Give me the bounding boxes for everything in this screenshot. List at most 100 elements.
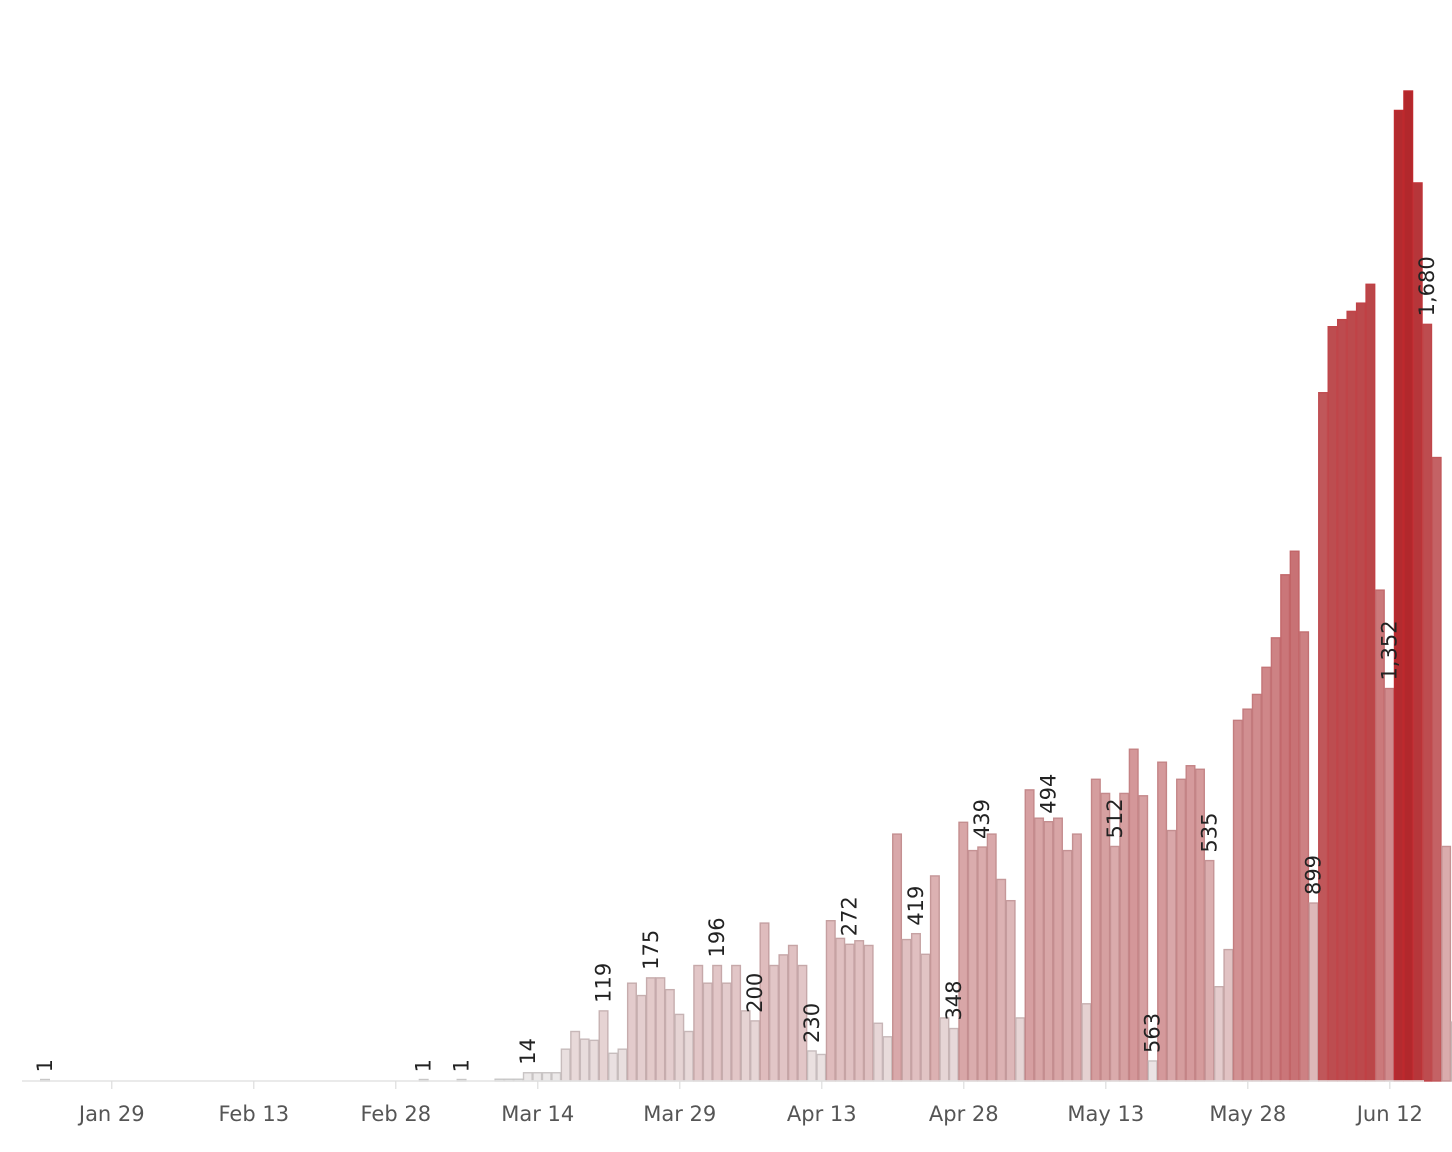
data-label: 14 <box>516 1038 540 1065</box>
data-label: 494 <box>1037 774 1061 814</box>
x-tick-label: Feb 28 <box>360 1102 431 1126</box>
bar <box>1384 687 1395 1082</box>
bar <box>1024 789 1035 1082</box>
x-tick-label: Mar 29 <box>643 1102 716 1126</box>
bar <box>617 1048 628 1082</box>
data-label: 196 <box>705 917 729 957</box>
bar <box>645 977 656 1082</box>
bar <box>532 1072 543 1082</box>
bar <box>1412 182 1423 1082</box>
bar <box>1176 778 1187 1082</box>
bar <box>1223 948 1234 1082</box>
bar <box>986 833 997 1082</box>
bar <box>1043 821 1054 1082</box>
bar <box>1308 902 1319 1082</box>
bar <box>958 821 969 1082</box>
bar <box>1261 666 1272 1082</box>
bar <box>1327 326 1338 1082</box>
bar <box>1270 637 1281 1082</box>
data-label: 439 <box>970 799 994 839</box>
data-label: 419 <box>904 886 928 926</box>
bar <box>1081 1003 1092 1082</box>
data-label: 200 <box>743 973 767 1013</box>
data-label: 563 <box>1141 1013 1165 1053</box>
data-label: 1,680 <box>1415 256 1439 316</box>
bar <box>1166 829 1177 1082</box>
data-label: 230 <box>800 1003 824 1043</box>
bar <box>768 964 779 1082</box>
bar <box>873 1022 884 1082</box>
data-label: 119 <box>592 963 616 1003</box>
x-tick-label: Feb 13 <box>218 1102 289 1126</box>
bar <box>655 977 666 1082</box>
bar <box>1365 283 1376 1082</box>
bar <box>1062 849 1073 1082</box>
bar <box>541 1072 552 1082</box>
data-label: 272 <box>838 896 862 936</box>
bar <box>608 1052 619 1082</box>
data-label: 1,352 <box>1377 620 1401 680</box>
data-label: 535 <box>1197 813 1221 853</box>
bar <box>1185 765 1196 1082</box>
data-label: 348 <box>942 980 966 1020</box>
bar <box>626 982 637 1082</box>
bar <box>750 1020 761 1082</box>
bar <box>892 833 903 1082</box>
bar <box>1289 550 1300 1082</box>
bar <box>929 875 940 1082</box>
bar <box>778 954 789 1082</box>
bar <box>721 982 732 1082</box>
bar <box>1204 859 1215 1082</box>
bar-group <box>40 90 1452 1082</box>
bar <box>977 846 988 1082</box>
x-tick-label: Apr 13 <box>787 1102 857 1126</box>
bar <box>816 1053 827 1082</box>
bar <box>1090 778 1101 1082</box>
bar <box>712 964 723 1082</box>
bar <box>1052 817 1063 1082</box>
bar <box>1015 1017 1026 1082</box>
bar <box>636 994 647 1082</box>
bar <box>579 1038 590 1082</box>
bar <box>1346 310 1357 1082</box>
bar <box>835 937 846 1082</box>
bar <box>1147 1060 1158 1082</box>
bar <box>560 1048 571 1082</box>
data-label: 512 <box>1103 798 1127 838</box>
bar <box>1318 392 1329 1082</box>
bar <box>882 1036 893 1082</box>
bar <box>1034 817 1045 1082</box>
bar <box>1242 708 1253 1082</box>
data-label: 1 <box>412 1059 436 1072</box>
bar <box>589 1039 600 1082</box>
x-tick-label: Jun 12 <box>1355 1102 1423 1126</box>
bar <box>1280 574 1291 1082</box>
bar <box>664 988 675 1082</box>
bar <box>570 1030 581 1082</box>
bar <box>901 938 912 1082</box>
bar <box>920 953 931 1082</box>
x-tick-label: Jan 29 <box>77 1102 145 1126</box>
bar <box>996 878 1007 1082</box>
data-label: 899 <box>1302 855 1326 895</box>
data-label-group: 1 1 1 14 119 175 196 200 230 272 419 348 439 494 512 56… <box>33 256 1439 1072</box>
x-tick-label: Mar 14 <box>501 1102 574 1126</box>
bar <box>787 944 798 1082</box>
bar <box>863 944 874 1082</box>
bar <box>522 1072 533 1082</box>
bar <box>674 1013 685 1082</box>
bar <box>683 1030 694 1082</box>
bar <box>1431 456 1442 1082</box>
bar <box>1251 693 1262 1082</box>
bar <box>1071 833 1082 1082</box>
bar <box>1441 845 1452 1082</box>
bar <box>1355 302 1366 1082</box>
bar <box>844 943 855 1082</box>
x-tick-label: Apr 28 <box>929 1102 999 1126</box>
bar <box>1005 899 1016 1082</box>
bar <box>948 1027 959 1082</box>
bar <box>1393 109 1404 1082</box>
bar <box>854 940 865 1082</box>
x-tick-label: May 13 <box>1067 1102 1144 1126</box>
